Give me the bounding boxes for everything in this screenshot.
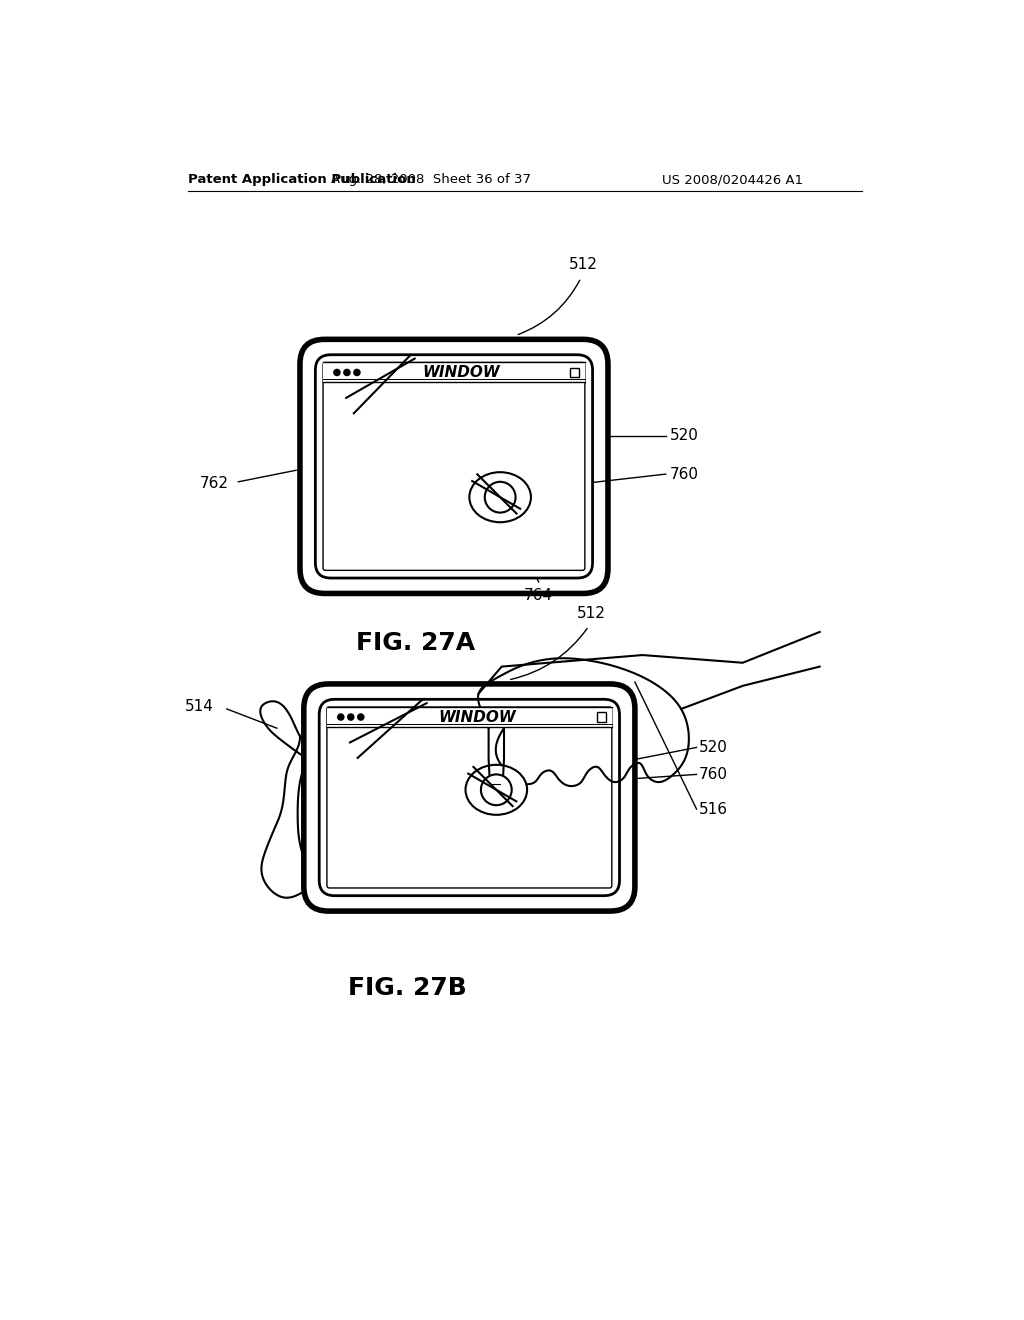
Bar bbox=[323, 363, 585, 383]
Text: 512: 512 bbox=[569, 256, 598, 272]
FancyBboxPatch shape bbox=[315, 355, 593, 578]
Text: Aug. 28, 2008  Sheet 36 of 37: Aug. 28, 2008 Sheet 36 of 37 bbox=[331, 173, 530, 186]
Text: WINDOW: WINDOW bbox=[423, 364, 501, 380]
Text: Patent Application Publication: Patent Application Publication bbox=[188, 173, 416, 186]
FancyBboxPatch shape bbox=[304, 684, 635, 911]
Text: 516: 516 bbox=[698, 801, 728, 817]
Text: 760: 760 bbox=[670, 466, 698, 482]
Circle shape bbox=[484, 482, 515, 512]
Text: FIG. 27A: FIG. 27A bbox=[356, 631, 475, 656]
Text: 512: 512 bbox=[577, 606, 605, 620]
Bar bbox=[597, 713, 606, 722]
Text: US 2008/0204426 A1: US 2008/0204426 A1 bbox=[662, 173, 803, 186]
Text: 520: 520 bbox=[698, 741, 728, 755]
Text: 764: 764 bbox=[524, 589, 553, 603]
Circle shape bbox=[334, 370, 340, 376]
FancyBboxPatch shape bbox=[327, 708, 611, 888]
Circle shape bbox=[348, 714, 354, 721]
Text: 520: 520 bbox=[670, 428, 698, 444]
Text: 760: 760 bbox=[698, 767, 728, 781]
Circle shape bbox=[357, 714, 364, 721]
FancyBboxPatch shape bbox=[323, 363, 585, 570]
Ellipse shape bbox=[466, 764, 527, 814]
Bar bbox=[327, 708, 611, 727]
Circle shape bbox=[338, 714, 344, 721]
FancyBboxPatch shape bbox=[319, 700, 620, 896]
Bar bbox=[570, 368, 580, 378]
FancyBboxPatch shape bbox=[300, 339, 608, 594]
Circle shape bbox=[354, 370, 360, 376]
Circle shape bbox=[481, 775, 512, 805]
Text: 762: 762 bbox=[200, 475, 228, 491]
Text: FIG. 27B: FIG. 27B bbox=[348, 975, 467, 1001]
Text: 514: 514 bbox=[184, 700, 213, 714]
Ellipse shape bbox=[469, 473, 531, 523]
Circle shape bbox=[344, 370, 350, 376]
Text: WINDOW: WINDOW bbox=[438, 710, 516, 725]
